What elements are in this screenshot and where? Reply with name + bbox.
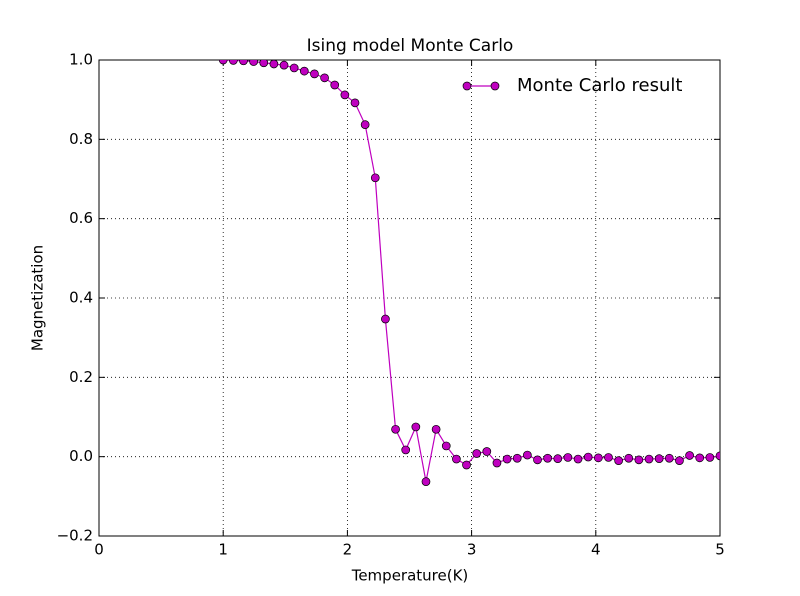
point [269,60,279,69]
point [360,120,370,130]
point [452,454,461,464]
point [218,60,228,65]
legend-marker [490,81,500,91]
point [502,454,512,464]
y-tick-label: 0.2 [69,368,93,386]
point [512,453,522,463]
point [330,80,340,90]
plot-frame [98,59,721,537]
point [705,453,715,462]
y-tick-label: 0.0 [69,447,93,465]
point [634,455,644,465]
point [644,454,654,464]
point [259,60,269,68]
x-tick-label: 4 [591,541,601,559]
point [411,422,421,432]
point [543,453,552,463]
point [421,477,431,487]
y-tick-label: 0.4 [69,289,93,307]
point [604,453,613,462]
point [685,451,694,460]
x-tick-label: 2 [343,541,353,559]
point [583,452,593,462]
point [391,424,400,434]
point [441,441,451,451]
point [289,63,299,73]
x-tick-label: 0 [94,541,104,559]
point [695,453,705,463]
point [340,90,350,100]
point [593,453,603,463]
point [279,60,289,70]
y-tick-label: 0.6 [69,209,93,227]
series [218,60,720,487]
y-axis-label: Magnetization [29,245,47,351]
legend-marker [462,81,472,91]
x-axis-label: Temperature(K) [351,567,469,585]
point [431,424,441,434]
point [624,453,634,463]
point [462,460,471,470]
point [320,73,329,83]
y-tick-label: 0.8 [69,130,93,148]
x-tick-label: 5 [715,541,725,559]
point [299,66,309,76]
point [228,60,238,65]
point [492,458,502,468]
y-tick-label: −0.2 [57,527,93,545]
point [533,455,542,465]
point [401,445,411,455]
point [675,456,684,465]
point [239,60,248,66]
x-tick-label: 3 [467,541,477,559]
point [370,173,380,183]
point [350,98,360,108]
point [573,454,583,464]
point [664,453,674,463]
point [614,456,623,465]
point [553,454,563,463]
chart-title: Ising model Monte Carlo [307,36,514,56]
point [249,60,258,66]
point [482,447,492,456]
legend-label: Monte Carlo result [517,75,682,96]
point [472,449,482,458]
x-tick-label: 1 [218,541,228,559]
point [654,454,664,463]
point [715,451,720,461]
point [310,69,319,79]
point [523,450,532,460]
point [381,314,390,324]
y-tick-label: 1.0 [69,51,93,69]
point [563,453,573,462]
